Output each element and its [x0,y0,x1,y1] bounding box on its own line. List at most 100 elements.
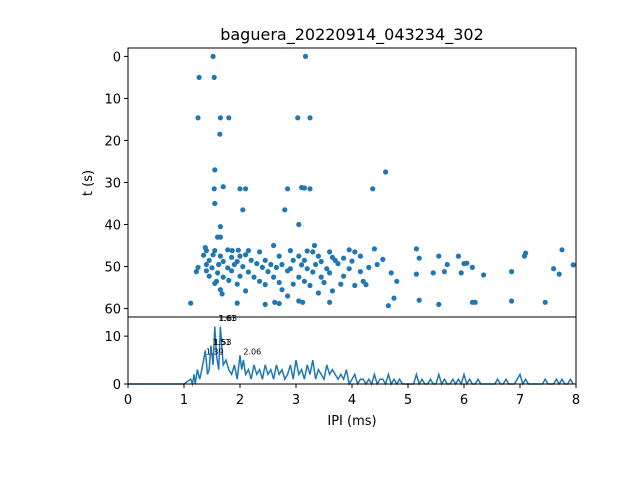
scatter-point [217,234,223,240]
scatter-point [216,261,222,268]
scatter-point [276,253,282,259]
scatter-point [296,221,302,228]
scatter-point [203,261,209,268]
scatter-point [301,257,307,263]
scatter-point [226,277,232,283]
scatter-point [257,249,263,255]
scatter-point [262,301,268,307]
scatter-point [234,300,240,306]
scatter-point [301,185,307,191]
scatter-point [195,115,201,121]
scatter-point [302,53,309,60]
scatter-point [481,272,487,278]
scatter-point [229,248,235,254]
scatter-point [212,200,218,207]
scatter-y-tick-label: 20 [104,134,121,149]
scatter-y-tick-label: 40 [104,219,121,234]
scatter-point [279,287,285,293]
scatter-point [259,264,265,270]
scatter-point [357,253,363,259]
scatter-plot: 0 10 20 30 40 50 60 t (s) [81,47,577,318]
scatter-point [211,186,217,192]
scatter-point [210,53,216,60]
histogram-x-tick-label: 1 [180,393,188,408]
scatter-point [349,258,355,264]
scatter-y-tick-label: 0 [113,50,121,65]
scatter-point [201,252,207,258]
scatter-point [413,246,419,252]
scatter-point [371,246,377,252]
scatter-point [430,270,436,276]
scatter-point [276,279,282,286]
scatter-point [327,249,333,255]
scatter-point [219,291,225,297]
scatter-point [315,253,321,259]
scatter-point [509,298,515,304]
scatter-point [210,252,216,258]
scatter-point [231,261,237,268]
scatter-point [243,288,249,294]
scatter-y-tick-label: 30 [104,177,121,192]
scatter-point [251,274,257,280]
scatter-point [436,301,442,307]
scatter-point [472,299,478,305]
scatter-point [287,248,293,254]
scatter-point [324,266,330,272]
histogram-x-tick-label: 2 [236,393,244,408]
scatter-point [458,270,464,276]
scatter-point [346,266,352,272]
scatter-point [352,282,358,289]
scatter-point [304,266,310,272]
scatter-point [570,262,576,268]
chart-title: baguera_20220914_043234_302 [220,25,484,45]
scatter-point [268,261,274,268]
scatter-point [262,282,268,288]
histogram-peak-labels: 1.391.531.51 1.631.61 2.06 [206,314,261,357]
scatter-point [212,248,218,254]
scatter-point [217,253,223,259]
scatter-point [206,257,212,263]
scatter-point [315,290,321,296]
histogram-peak-label: 2.06 [243,347,261,356]
histogram-y-axis-ticks: 0 10 [104,330,128,393]
scatter-point [193,269,199,275]
scatter-point [436,253,442,259]
histogram-x-tick-label: 5 [404,393,412,408]
scatter-point [195,264,201,270]
scatter-point [285,268,291,274]
scatter-point [248,257,254,263]
scatter-point [215,270,221,276]
scatter-point [394,278,400,284]
scatter-point [521,253,528,259]
scatter-point [262,257,268,263]
histogram-y-tick-label: 0 [113,378,121,393]
scatter-point [455,253,461,259]
scatter-point [542,299,548,305]
histogram-x-tick-label: 8 [572,393,580,408]
histogram-peak-label: 1.39 [206,347,224,356]
histogram-peak-label: 1.63 [219,314,237,323]
scatter-point [257,278,263,284]
scatter-point [225,247,231,253]
histogram-plot: 1.391.531.51 1.631.61 2.06 0 10 0 1 2 3 4 5 6 7 8 I… [104,314,580,429]
histogram-x-tick-label: 4 [348,393,356,408]
scatter-point [235,247,241,253]
scatter-point [240,207,246,213]
scatter-point [385,303,391,309]
scatter-point [444,261,450,268]
scatter-point [388,270,394,276]
scatter-point [313,261,319,268]
scatter-point [318,274,324,280]
scatter-point [559,247,565,253]
scatter-point [416,255,422,261]
histogram-line [128,326,574,387]
scatter-point [352,249,358,255]
scatter-point [363,282,369,288]
scatter-point [237,253,243,259]
histogram-plot-frame [127,316,577,385]
scatter-point [265,269,271,275]
scatter-point [220,258,226,265]
scatter-point [441,269,447,275]
